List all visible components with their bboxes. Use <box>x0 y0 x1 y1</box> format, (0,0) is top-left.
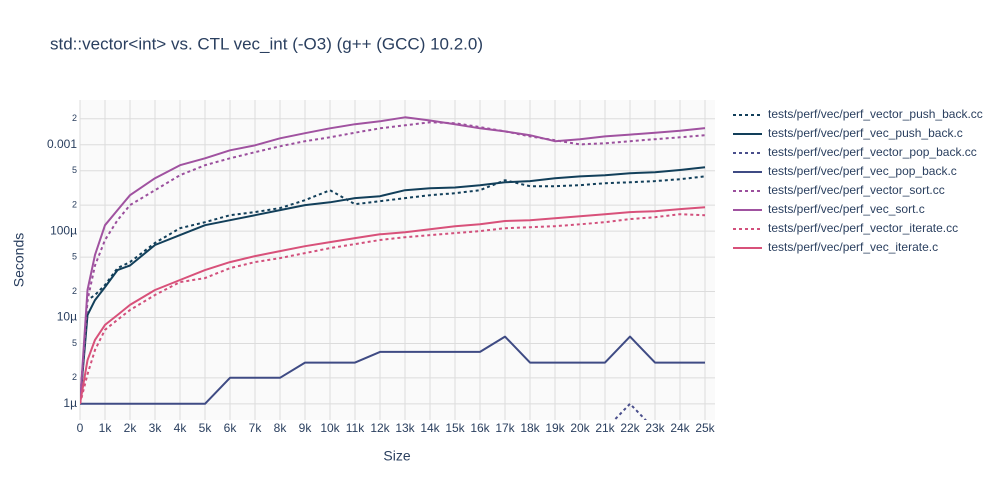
x-tick-label: 10k <box>320 421 340 435</box>
y-tick-label: 2 <box>72 372 77 382</box>
y-axis-title: Seconds <box>11 233 27 287</box>
legend-label: tests/perf/vec/perf_vec_iterate.c <box>768 240 938 254</box>
x-tick-label: 6k <box>224 421 238 435</box>
x-tick-label: 4k <box>174 421 188 435</box>
lines <box>80 116 706 420</box>
legend-label: tests/perf/vec/perf_vector_push_back.cc <box>768 107 983 121</box>
x-tick-label: 20k <box>570 421 590 435</box>
x-tick-label: 16k <box>470 421 490 435</box>
x-tick-label: 7k <box>249 421 263 435</box>
legend-label: tests/perf/vec/perf_vector_sort.cc <box>768 183 945 197</box>
y-tick-label: 100µ <box>50 223 77 237</box>
y-tick-label: 5 <box>72 165 77 175</box>
x-tick-label: 13k <box>395 421 415 435</box>
series-line <box>80 206 706 404</box>
legend-label: tests/perf/vec/perf_vector_iterate.cc <box>768 221 958 235</box>
y-tick-label: 0.001 <box>47 137 77 151</box>
x-tick-label: 3k <box>149 421 163 435</box>
legend-label: tests/perf/vec/perf_vec_sort.c <box>768 202 925 216</box>
x-tick-label: 15k <box>445 421 465 435</box>
y-tick-label: 1µ <box>63 396 77 410</box>
legend-label: tests/perf/vec/perf_vec_pop_back.c <box>768 164 957 178</box>
y-tick-label: 10µ <box>57 310 77 324</box>
y-tick-label: 2 <box>72 200 77 210</box>
grid <box>79 100 715 420</box>
x-tick-label: 12k <box>370 421 390 435</box>
legend-label: tests/perf/vec/perf_vec_push_back.c <box>768 126 963 140</box>
labels: 0 1k 2k 3k 4k 5k 6k 7k 8k 9k 10k 11k 12k 13k 14k 15k 16k… <box>47 113 716 435</box>
x-tick-label: 2k <box>124 421 138 435</box>
x-tick-label: 22k <box>620 421 640 435</box>
legend: tests/perf/vec/perf_vector_push_back.cct… <box>733 107 983 254</box>
series-line <box>80 121 706 404</box>
series-line <box>80 175 706 404</box>
series-line <box>80 166 706 404</box>
x-tick-label: 24k <box>670 421 690 435</box>
x-tick-label: 9k <box>299 421 313 435</box>
x-tick-label: 14k <box>420 421 440 435</box>
y-tick-label: 2 <box>72 286 77 296</box>
y-tick-label: 5 <box>72 338 77 348</box>
series-line <box>80 116 706 404</box>
x-tick-label: 18k <box>520 421 540 435</box>
x-tick-label: 0 <box>77 421 84 435</box>
x-tick-label: 8k <box>274 421 288 435</box>
x-tick-label: 19k <box>545 421 565 435</box>
series-line <box>80 335 705 405</box>
y-tick-label: 5 <box>72 252 77 262</box>
legend-label: tests/perf/vec/perf_vector_pop_back.cc <box>768 145 977 159</box>
x-tick-label: 17k <box>495 421 515 435</box>
x-tick-label: 1k <box>99 421 113 435</box>
x-tick-label: 23k <box>645 421 665 435</box>
chart-title: std::vector<int> vs. CTL vec_int (-O3) (… <box>50 34 483 53</box>
y-tick-label: 2 <box>72 113 77 123</box>
plot-area <box>80 100 715 420</box>
x-tick-label: 5k <box>199 421 213 435</box>
x-axis-title: Size <box>383 448 410 464</box>
x-tick-label: 25k <box>695 421 715 435</box>
x-tick-label: 11k <box>346 421 365 435</box>
x-tick-label: 21k <box>595 421 615 435</box>
